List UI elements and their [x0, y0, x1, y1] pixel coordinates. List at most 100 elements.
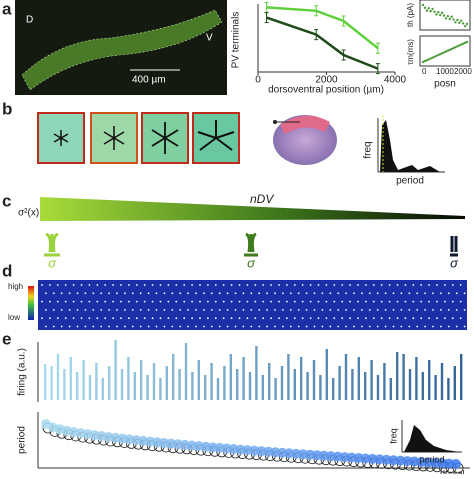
dot — [191, 317, 194, 320]
dot — [282, 325, 284, 328]
dot — [167, 300, 170, 303]
dot — [108, 309, 110, 311]
dot — [274, 325, 276, 328]
dot — [408, 309, 411, 311]
dot — [175, 300, 178, 303]
mini-point — [433, 10, 436, 13]
dot — [436, 300, 438, 303]
dot — [187, 325, 190, 328]
dot — [463, 292, 466, 295]
dot — [412, 284, 415, 286]
activity-map — [38, 280, 467, 330]
bar — [133, 372, 136, 400]
dot — [135, 300, 138, 303]
dot — [313, 325, 316, 328]
dot — [463, 309, 466, 311]
dot — [120, 317, 122, 320]
x-tick-label: 4000 — [384, 75, 407, 86]
variance-label: σ²(x) — [18, 208, 39, 219]
bar — [357, 357, 360, 400]
mini-point — [463, 25, 467, 28]
dot — [444, 317, 446, 320]
bar — [447, 378, 450, 400]
dot — [159, 284, 162, 286]
mini-point — [437, 53, 440, 57]
dot — [151, 284, 154, 286]
bar — [242, 357, 245, 400]
dot — [60, 309, 63, 311]
dot — [329, 325, 332, 328]
bar — [280, 366, 284, 400]
filter-label: σ — [247, 255, 256, 270]
mini-point — [423, 59, 427, 63]
mini-point — [448, 17, 451, 21]
dot — [258, 292, 261, 295]
dot — [412, 300, 415, 303]
dot — [214, 284, 217, 286]
dot — [120, 300, 122, 303]
dot — [376, 292, 379, 295]
dot — [345, 325, 347, 328]
dot — [341, 284, 344, 286]
dot — [404, 317, 407, 320]
bar — [370, 360, 373, 400]
dot — [301, 317, 304, 320]
period-label: period — [17, 426, 28, 454]
dot — [226, 309, 229, 311]
dot — [432, 325, 434, 328]
dot — [207, 317, 209, 320]
dot — [108, 325, 110, 328]
dot — [238, 300, 241, 303]
dot — [131, 292, 134, 295]
activity-dots — [41, 284, 466, 328]
dot — [444, 300, 446, 303]
firing-label: firing (a.u.) — [17, 348, 28, 396]
mini-point — [435, 13, 438, 16]
mini-point — [461, 42, 465, 45]
panel-label: c — [2, 191, 11, 210]
dot — [139, 325, 142, 328]
dot — [337, 309, 340, 311]
dot — [365, 284, 367, 286]
dot — [329, 292, 332, 295]
dot — [266, 325, 268, 328]
dot — [451, 300, 454, 303]
dot — [254, 284, 257, 286]
dot — [203, 309, 205, 311]
dot — [104, 317, 107, 320]
bar — [152, 363, 156, 400]
dot — [436, 317, 438, 320]
bar — [63, 369, 66, 400]
mini-tick: 1000 — [436, 67, 454, 76]
dot — [72, 317, 75, 320]
dot — [353, 309, 355, 311]
bar — [440, 363, 444, 400]
dot — [274, 292, 276, 295]
dot — [234, 309, 237, 311]
dot — [341, 317, 344, 320]
dot — [337, 292, 340, 295]
mini-point — [444, 17, 448, 20]
dot — [84, 325, 87, 328]
dot — [72, 284, 75, 286]
worm-shape — [21, 9, 223, 91]
mini-point — [458, 44, 461, 47]
dot — [270, 284, 272, 286]
inset-x-label: period — [419, 454, 444, 464]
dot — [163, 309, 166, 311]
dot — [143, 300, 146, 303]
dot — [376, 325, 379, 328]
dot — [214, 300, 217, 303]
dot — [41, 317, 43, 320]
dot — [372, 317, 375, 320]
dot — [408, 325, 411, 328]
mini-point — [454, 21, 457, 24]
dot — [76, 292, 79, 295]
dot — [305, 309, 308, 311]
dot — [396, 300, 399, 303]
dot — [372, 300, 375, 303]
dot — [124, 325, 126, 328]
dot — [127, 300, 130, 303]
dot — [361, 325, 363, 328]
dot — [451, 317, 454, 320]
